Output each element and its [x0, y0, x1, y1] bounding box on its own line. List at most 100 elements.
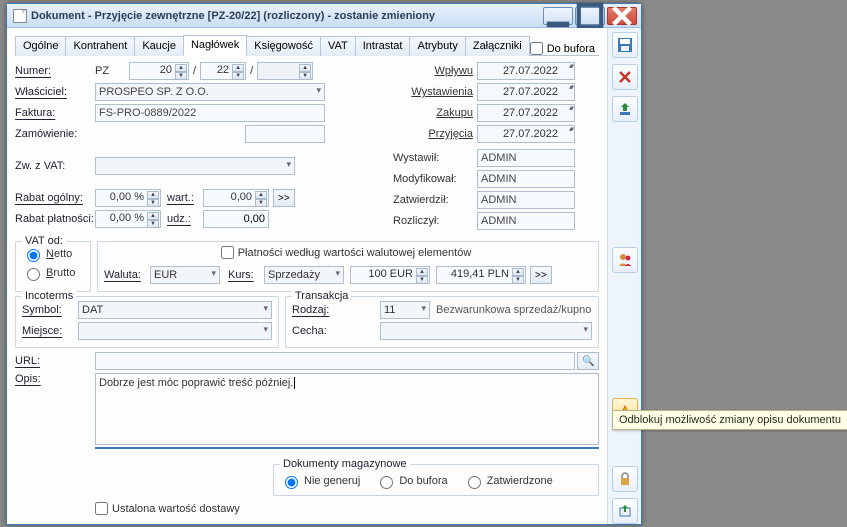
rabat-platnosci[interactable]: 0,00 %▲▼: [95, 210, 161, 228]
tab-zalaczniki[interactable]: Załączniki: [465, 36, 530, 56]
rabat-ogolny[interactable]: 0,00 %▲▼: [95, 189, 161, 207]
rodzaj-select[interactable]: 11: [380, 301, 430, 319]
group-dokumenty-magazynowe: Dokumenty magazynowe Nie generuj Do bufo…: [273, 458, 599, 496]
modyfikowal: [477, 170, 575, 188]
kurs-type-select[interactable]: Sprzedaży: [264, 266, 344, 284]
zatwierdzil: [477, 191, 575, 209]
date-wplywu[interactable]: 27.07.2022: [477, 62, 575, 80]
delete-button[interactable]: [612, 64, 638, 90]
titlebar: Dokument - Przyjęcie zewnętrzne [PZ-20/2…: [7, 4, 641, 28]
waluta-select[interactable]: EUR: [150, 266, 220, 284]
tab-ksiegowosc[interactable]: Księgowość: [246, 36, 321, 56]
label-vat-od: VAT od:: [22, 235, 66, 247]
tab-naglowek[interactable]: Nagłówek: [183, 35, 247, 56]
url-input[interactable]: [95, 352, 575, 370]
do-bufora-label: Do bufora: [547, 43, 595, 55]
label-kurs: Kurs:: [228, 269, 264, 281]
label-miejsce: Miejsce:: [22, 325, 78, 337]
label-rozliczyl: Rozliczył:: [393, 215, 473, 227]
numer-prefix: PZ: [95, 65, 129, 77]
lock-button[interactable]: [612, 466, 638, 492]
label-rabat-ogolny: Rabat ogólny:: [15, 192, 95, 204]
label-symbol: Symbol:: [22, 304, 78, 316]
label-dok-magazynowe: Dokumenty magazynowe: [280, 458, 410, 470]
udz[interactable]: [203, 210, 269, 228]
save-button[interactable]: [612, 32, 638, 58]
label-udz: udz.:: [167, 213, 203, 225]
tab-kontrahent[interactable]: Kontrahent: [65, 36, 135, 56]
miejsce-select[interactable]: [78, 322, 272, 340]
radio-mag-zatw[interactable]: Zatwierdzone: [463, 473, 553, 489]
do-bufora-checkbox[interactable]: Do bufora: [530, 42, 595, 55]
label-wplywu: Wpływu: [393, 65, 473, 77]
tab-atrybuty[interactable]: Atrybuty: [409, 36, 465, 56]
kurs-pln[interactable]: 419,41 PLN▲▼: [436, 266, 526, 284]
label-transakcja: Transakcja: [292, 290, 351, 302]
wystawil: [477, 149, 575, 167]
tab-bar: Ogólne Kontrahent Kaucje Nagłówek Księgo…: [15, 34, 599, 56]
tab-ogolne[interactable]: Ogólne: [15, 36, 66, 56]
zw-vat-select[interactable]: [95, 157, 295, 175]
label-incoterms: Incoterms: [22, 290, 76, 302]
users-button[interactable]: [612, 247, 638, 273]
label-ustalona: Ustalona wartość dostawy: [112, 503, 240, 515]
label-wystawil: Wystawił:: [393, 152, 473, 164]
rozliczyl: [477, 212, 575, 230]
document-window: Dokument - Przyjęcie zewnętrzne [PZ-20/2…: [6, 3, 642, 525]
rodzaj-desc: Bezwarunkowa sprzedaż/kupno: [436, 304, 591, 316]
kurs-more-button[interactable]: >>: [530, 266, 552, 284]
label-cecha: Cecha:: [292, 325, 342, 337]
action-sidebar: [607, 28, 641, 524]
maximize-button[interactable]: [575, 7, 605, 25]
label-modyfikowal: Modyfikował:: [393, 173, 473, 185]
tab-vat[interactable]: VAT: [320, 36, 356, 56]
label-zatwierdzil: Zatwierdził:: [393, 194, 473, 206]
label-zamowienie: Zamówienie:: [15, 128, 95, 140]
wart[interactable]: 0,00▲▼: [203, 189, 269, 207]
wlasciciel-select[interactable]: PROSPEO SP. Z O.O.: [95, 83, 325, 101]
cecha-select[interactable]: [380, 322, 592, 340]
label-wystawienia: Wystawienia: [393, 86, 473, 98]
tab-intrastat[interactable]: Intrastat: [355, 36, 411, 56]
label-wart: wart.:: [167, 192, 203, 204]
date-przyjecia[interactable]: 27.07.2022: [477, 125, 575, 143]
url-search-button[interactable]: 🔍: [577, 352, 599, 370]
rabat-more-button[interactable]: >>: [273, 189, 295, 207]
label-numer: Numer:: [15, 65, 95, 77]
symbol-select[interactable]: DAT: [78, 301, 272, 319]
numer-c[interactable]: ▲▼: [257, 62, 313, 80]
numer-b[interactable]: 22▲▼: [200, 62, 246, 80]
close-button[interactable]: [607, 7, 637, 25]
radio-netto[interactable]: Netto: [22, 246, 72, 262]
date-zakupu[interactable]: 27.07.2022: [477, 104, 575, 122]
document-icon: [13, 9, 27, 23]
chk-ustalona[interactable]: Ustalona wartość dostawy: [95, 502, 240, 515]
label-rabat-platnosci: Rabat płatności:: [15, 213, 95, 225]
minimize-button[interactable]: [543, 7, 573, 25]
label-zakupu: Zakupu: [393, 107, 473, 119]
label-waluta: Waluta:: [104, 269, 150, 281]
label-przyjecia: Przyjęcia: [393, 128, 473, 140]
radio-mag-nie[interactable]: Nie generuj: [280, 473, 360, 489]
label-url: URL:: [15, 355, 95, 367]
export-button[interactable]: [612, 498, 638, 524]
label-faktura: Faktura:: [15, 107, 95, 119]
recycle-button[interactable]: [612, 96, 638, 122]
date-wystawienia[interactable]: 27.07.2022: [477, 83, 575, 101]
chk-platnosci-walutowe[interactable]: Płatności według wartości walutowej elem…: [221, 246, 472, 259]
opis-textarea[interactable]: Dobrze jest móc poprawić treść później.: [95, 373, 599, 445]
tab-kaucje[interactable]: Kaucje: [134, 36, 184, 56]
label-wlasciciel: Właściciel:: [15, 86, 95, 98]
kurs-val[interactable]: 100 EUR▲▼: [350, 266, 430, 284]
faktura-input[interactable]: [95, 104, 325, 122]
label-opis: Opis:: [15, 373, 95, 385]
radio-mag-bufor[interactable]: Do bufora: [375, 473, 447, 489]
numer-a[interactable]: 20▲▼: [129, 62, 189, 80]
radio-brutto[interactable]: Brutto: [22, 265, 75, 281]
zamowienie-input[interactable]: [245, 125, 325, 143]
label-rodzaj: Rodzaj:: [292, 304, 342, 316]
label-platnosci-walutowe: Płatności według wartości walutowej elem…: [238, 247, 472, 259]
label-zw-vat: Zw. z VAT:: [15, 160, 95, 172]
window-title: Dokument - Przyjęcie zewnętrzne [PZ-20/2…: [31, 10, 541, 22]
tooltip-unlock-opis: Odblokuj możliwość zmiany opisu dokument…: [612, 410, 847, 430]
